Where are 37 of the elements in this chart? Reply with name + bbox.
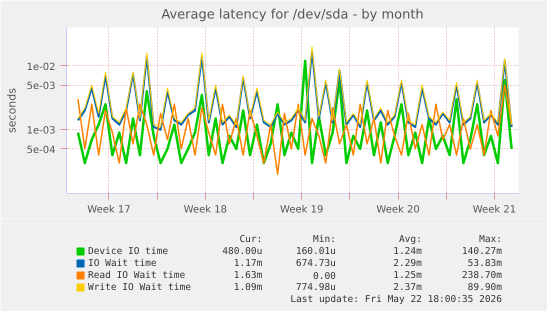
legend-label: IO Wait time	[88, 258, 157, 269]
y-axis-title: seconds	[6, 88, 19, 133]
text: 1.63m	[234, 270, 263, 281]
text: Min:	[313, 234, 336, 245]
y-tick-label: 5e-03	[26, 81, 56, 92]
text: Last update: Fri May 22 18:00:35 2026	[290, 294, 502, 305]
text: Cur:	[239, 234, 262, 245]
text: 140.27m	[462, 246, 502, 257]
text: 0.00	[313, 271, 336, 282]
x-tick-label: Week 18	[184, 204, 227, 216]
legend-label: Read IO Wait time	[88, 270, 186, 281]
text: 480.00u	[222, 246, 262, 257]
text: 89.90m	[468, 282, 502, 293]
text: 53.83m	[468, 258, 502, 269]
x-tick-label: Week 19	[280, 204, 324, 216]
text: 1.09m	[234, 282, 263, 293]
y-tick-label: 1e-02	[26, 62, 56, 73]
text: 160.01u	[296, 246, 336, 257]
text: 2.37m	[393, 282, 422, 293]
text: 1.17m	[234, 258, 263, 269]
text: 238.70m	[462, 270, 502, 281]
x-tick-label: Week 20	[376, 204, 420, 216]
legend-label: Device IO time	[88, 246, 168, 257]
x-tick-label: Week 17	[87, 204, 131, 216]
text: 674.73u	[296, 258, 336, 269]
text: 2.29m	[393, 258, 422, 269]
y-tick-label: 5e-04	[26, 144, 56, 156]
x-tick-label: Week 21	[472, 204, 516, 216]
text: 1.25m	[393, 270, 422, 281]
legend-label: Write IO Wait time	[88, 282, 192, 293]
text: Max:	[479, 234, 502, 245]
text: 774.98u	[296, 282, 336, 293]
line-series	[77, 84, 512, 176]
y-tick-label: 1e-03	[26, 126, 56, 137]
text: Avg:	[398, 234, 422, 245]
text: 1.24m	[393, 246, 422, 257]
chart-title: Average latency for /dev/sda - by month	[161, 8, 424, 22]
